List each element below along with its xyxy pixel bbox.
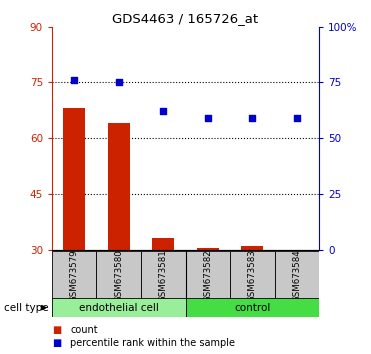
Text: GSM673584: GSM673584 (292, 249, 301, 302)
Text: ■: ■ (52, 325, 61, 335)
Text: percentile rank within the sample: percentile rank within the sample (70, 338, 236, 348)
Point (249, 115, 255, 121)
Bar (241, 246, 263, 250)
Bar (108, 123, 130, 250)
Point (160, 108, 166, 114)
Title: GDS4463 / 165726_at: GDS4463 / 165726_at (112, 12, 259, 25)
Bar (186, 298, 319, 317)
Text: GSM673583: GSM673583 (248, 249, 257, 302)
Bar (152, 239, 174, 250)
Text: GSM673580: GSM673580 (114, 249, 123, 302)
Bar (141, 251, 186, 299)
Text: GSM673582: GSM673582 (203, 249, 212, 302)
Point (205, 115, 211, 121)
Bar (186, 251, 230, 299)
Bar (63, 108, 85, 250)
Text: cell type: cell type (4, 303, 48, 313)
Text: endothelial cell: endothelial cell (79, 303, 159, 313)
Text: ■: ■ (52, 338, 61, 348)
Bar (96, 251, 141, 299)
Bar (275, 251, 319, 299)
Bar (230, 251, 275, 299)
Text: GSM673579: GSM673579 (70, 249, 79, 302)
Text: count: count (70, 325, 98, 335)
Bar (197, 248, 219, 250)
Point (71, 77, 77, 83)
Point (294, 115, 300, 121)
Bar (52, 298, 186, 317)
Point (116, 80, 122, 85)
Text: control: control (234, 303, 270, 313)
Text: GSM673581: GSM673581 (159, 249, 168, 302)
Bar (52, 251, 96, 299)
